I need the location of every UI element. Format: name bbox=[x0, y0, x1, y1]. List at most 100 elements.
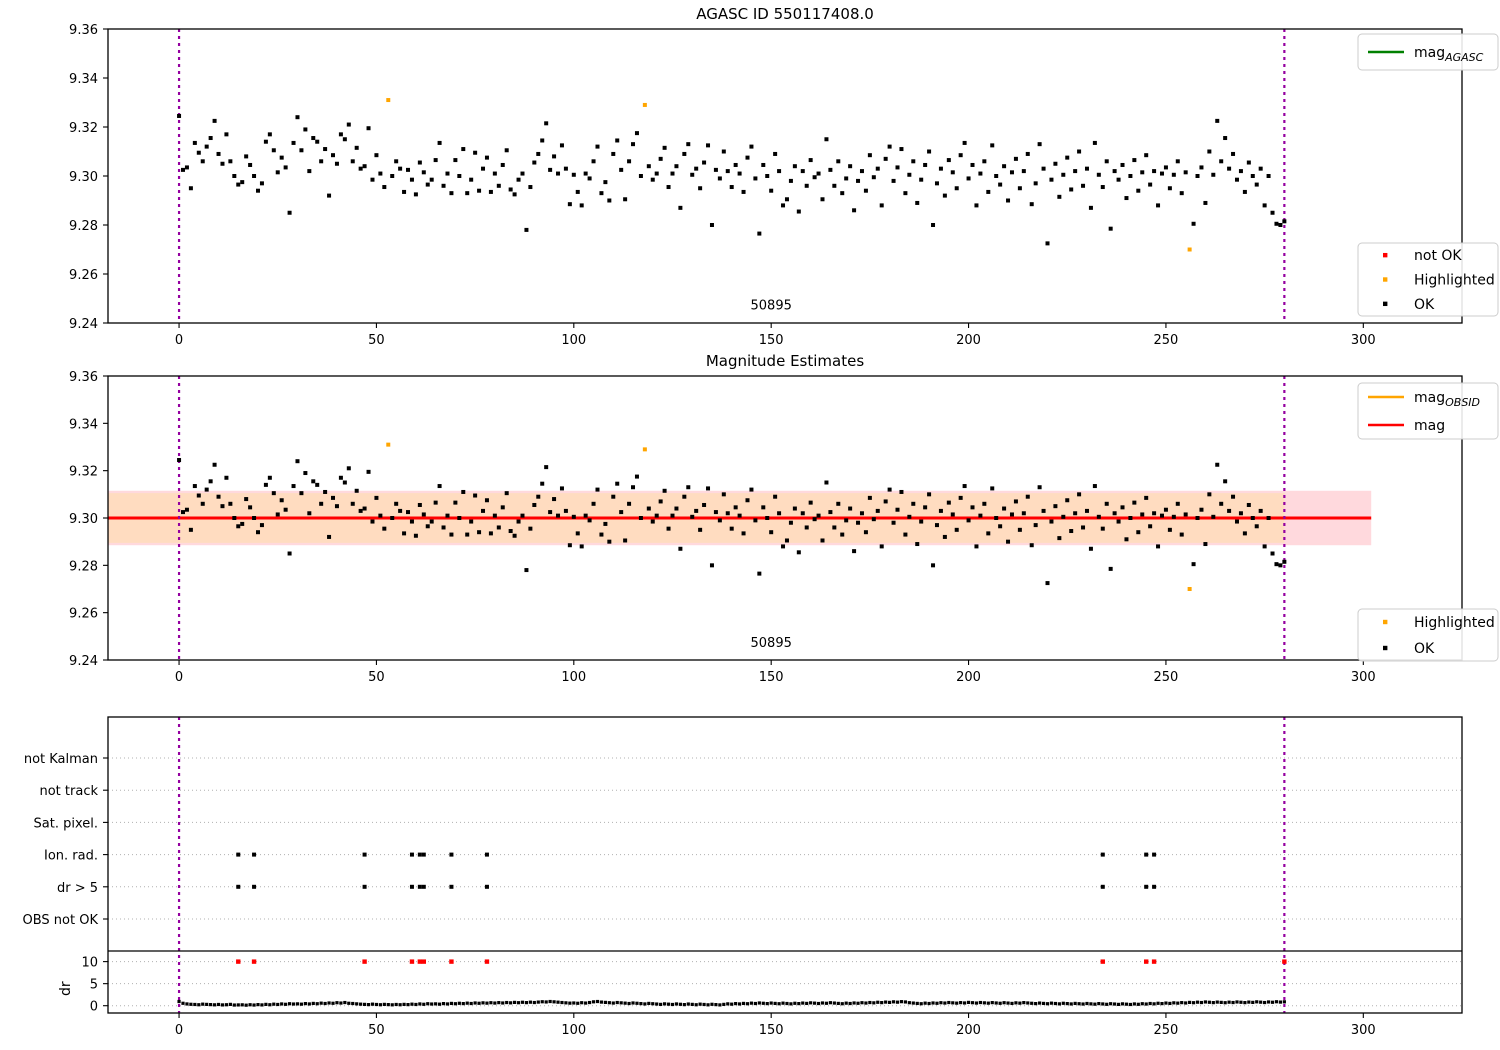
data-point bbox=[1242, 531, 1247, 536]
data-point bbox=[1013, 499, 1018, 504]
legend-entry[interactable]: OK bbox=[1383, 641, 1435, 657]
flag-ytick-label: Ion. rad. bbox=[44, 849, 98, 864]
data-point bbox=[950, 170, 955, 175]
data-point bbox=[548, 510, 553, 515]
xtick-label: 0 bbox=[175, 1023, 183, 1038]
dr-point bbox=[1128, 1002, 1133, 1007]
data-point bbox=[1033, 181, 1038, 186]
dr-point bbox=[828, 1001, 832, 1005]
data-point bbox=[437, 140, 442, 145]
data-point bbox=[204, 487, 209, 492]
dr-point bbox=[414, 1002, 418, 1007]
data-point bbox=[303, 471, 308, 476]
data-point bbox=[721, 149, 726, 154]
data-point bbox=[291, 140, 296, 145]
data-point bbox=[1278, 223, 1283, 227]
data-point bbox=[919, 177, 924, 182]
xtick-label: 300 bbox=[1351, 1023, 1376, 1038]
data-point bbox=[631, 485, 636, 490]
data-point bbox=[820, 538, 825, 543]
dr-point bbox=[426, 1002, 430, 1006]
legend-mag-agasc[interactable]: magAGASC bbox=[1357, 33, 1499, 71]
flag-ytick-label: not track bbox=[39, 784, 98, 799]
data-point bbox=[1223, 479, 1228, 484]
xtick-label: 250 bbox=[1154, 670, 1179, 685]
data-point bbox=[650, 177, 655, 182]
ytick-label: 9.32 bbox=[69, 121, 98, 136]
dr-point bbox=[556, 1000, 560, 1004]
ytick-label: 9.26 bbox=[69, 268, 98, 283]
data-point bbox=[1057, 194, 1062, 199]
dr-point bbox=[714, 1003, 718, 1007]
data-point bbox=[1041, 166, 1046, 171]
data-point bbox=[1274, 562, 1279, 567]
flag-marker bbox=[409, 884, 414, 889]
legend-status[interactable]: not OK Highlighted OK bbox=[1357, 242, 1499, 317]
data-point bbox=[492, 171, 497, 176]
data-point bbox=[1234, 519, 1239, 524]
legend-entry[interactable]: OK bbox=[1383, 297, 1435, 313]
data-point bbox=[603, 180, 608, 185]
dr-point bbox=[493, 1001, 497, 1005]
data-point bbox=[634, 131, 639, 136]
dr-point bbox=[453, 1002, 457, 1006]
dr-point bbox=[1049, 1001, 1054, 1005]
data-point bbox=[445, 171, 450, 176]
data-point bbox=[457, 174, 462, 178]
legend-entry[interactable]: Highlighted bbox=[1383, 615, 1495, 631]
legend-entry[interactable]: magAGASC bbox=[1368, 45, 1484, 64]
not-ok-marker bbox=[362, 959, 367, 964]
dr-point bbox=[1180, 1001, 1184, 1005]
data-point bbox=[1053, 161, 1058, 166]
data-point bbox=[307, 511, 312, 516]
dr-point bbox=[481, 1001, 485, 1005]
data-point bbox=[524, 227, 529, 232]
dr-point bbox=[209, 1003, 213, 1007]
data-point bbox=[587, 518, 592, 523]
data-point bbox=[1163, 165, 1168, 170]
dr-point bbox=[1152, 1002, 1156, 1006]
data-point bbox=[654, 513, 659, 518]
data-point bbox=[433, 158, 438, 163]
data-point bbox=[1274, 221, 1279, 226]
data-point bbox=[1270, 551, 1275, 556]
xtick-label: 300 bbox=[1351, 670, 1376, 685]
xtick-label: 50 bbox=[368, 1023, 385, 1038]
data-point bbox=[484, 498, 489, 503]
data-point bbox=[350, 501, 355, 506]
legend-entry[interactable]: not OK bbox=[1383, 248, 1462, 264]
dr-point bbox=[1160, 1001, 1164, 1006]
data-point bbox=[508, 529, 513, 534]
data-point bbox=[1029, 202, 1034, 207]
dr-point bbox=[315, 1002, 319, 1006]
data-point bbox=[559, 143, 564, 148]
data-point bbox=[295, 459, 300, 464]
dr-point bbox=[201, 1002, 205, 1006]
panel-agasc-series-highlighted bbox=[386, 98, 1192, 252]
flag-ytick-label: dr > 5 bbox=[57, 881, 98, 896]
data-point bbox=[844, 518, 849, 523]
dr-point bbox=[982, 1001, 986, 1005]
dr-point bbox=[1006, 1001, 1010, 1005]
xtick-label: 100 bbox=[561, 333, 586, 348]
data-point bbox=[713, 510, 718, 515]
legend-entry[interactable]: mag bbox=[1368, 418, 1445, 434]
dr-point bbox=[212, 1003, 217, 1007]
xtick-label: 100 bbox=[561, 670, 586, 685]
legend-entry[interactable]: magOBSID bbox=[1368, 390, 1480, 409]
dr-point bbox=[509, 1001, 513, 1005]
data-point bbox=[646, 506, 651, 511]
data-point bbox=[1156, 203, 1161, 208]
data-point bbox=[1061, 172, 1066, 177]
dr-point bbox=[1176, 1001, 1180, 1005]
data-point bbox=[311, 136, 316, 141]
legend-mag-lines[interactable]: magOBSID mag bbox=[1357, 382, 1499, 440]
not-ok-marker bbox=[421, 959, 427, 964]
data-point bbox=[232, 516, 237, 520]
legend-status-2[interactable]: Highlighted OK bbox=[1357, 608, 1499, 662]
dr-point bbox=[730, 1002, 734, 1006]
data-point bbox=[666, 526, 671, 531]
dr-point bbox=[497, 1001, 501, 1005]
data-point bbox=[591, 159, 596, 164]
legend-entry[interactable]: Highlighted bbox=[1383, 273, 1495, 289]
